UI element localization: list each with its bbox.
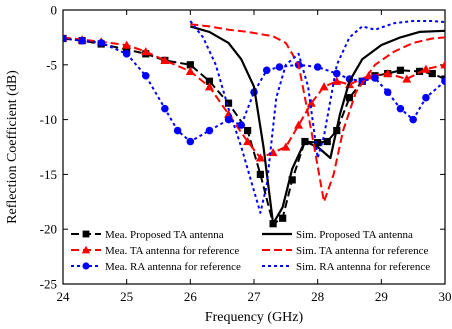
- data-point: [428, 69, 436, 78]
- data-point: [141, 47, 151, 56]
- data-point: [186, 137, 195, 146]
- data-point: [358, 77, 367, 86]
- legend-marker: [82, 262, 90, 270]
- legend-label: Sim. TA antenna for reference: [296, 245, 429, 257]
- data-point: [288, 176, 296, 184]
- data-point: [186, 61, 194, 69]
- data-point: [332, 76, 342, 85]
- legend-label: Mea. RA antenna for reference: [105, 261, 241, 273]
- data-point: [314, 139, 322, 147]
- series-5: [190, 23, 445, 203]
- data-point: [237, 121, 246, 129]
- y-tick-label: -10: [40, 112, 57, 127]
- series-line: [189, 25, 445, 225]
- data-point: [332, 69, 341, 78]
- data-point: [396, 104, 405, 113]
- y-tick-label: -20: [40, 222, 57, 237]
- legend-label: Sim. Proposed TA antenna: [296, 229, 413, 241]
- data-point: [402, 74, 412, 83]
- data-point: [396, 66, 405, 74]
- x-tick-label: 28: [311, 289, 324, 304]
- x-tick-label: 27: [248, 289, 262, 304]
- data-point: [224, 99, 233, 107]
- legend-marker: [81, 245, 91, 254]
- data-point: [97, 39, 105, 47]
- legend-marker: [82, 230, 90, 238]
- legend-item: Mea. Proposed TA antenna: [71, 229, 224, 241]
- y-tick-label: -5: [46, 57, 57, 72]
- data-point: [204, 82, 214, 91]
- data-point: [262, 66, 271, 75]
- data-point: [306, 98, 316, 107]
- data-point: [122, 40, 132, 49]
- legend-item: Mea. TA antenna for reference: [71, 245, 239, 257]
- series-group: [63, 20, 445, 228]
- data-point: [323, 137, 331, 146]
- data-point: [160, 55, 170, 65]
- series-4: [189, 25, 445, 225]
- legend-item: Sim. Proposed TA antenna: [262, 229, 413, 241]
- data-point: [440, 60, 445, 69]
- data-point: [63, 34, 67, 43]
- x-tick-label: 26: [184, 289, 198, 304]
- data-point: [122, 50, 131, 58]
- legend-label: Mea. Proposed TA antenna: [105, 229, 224, 241]
- x-tick-label: 30: [439, 289, 452, 304]
- data-point: [319, 82, 329, 91]
- data-point: [294, 120, 304, 129]
- y-tick-label: -15: [40, 167, 57, 182]
- data-point: [244, 126, 252, 135]
- data-point: [185, 66, 195, 75]
- data-point: [256, 170, 264, 178]
- data-point: [243, 137, 253, 146]
- data-point: [255, 153, 265, 162]
- data-point: [313, 63, 322, 71]
- data-point: [383, 88, 392, 96]
- series-line: [190, 23, 445, 203]
- plot-frame: [62, 9, 446, 285]
- y-tick-label: -25: [40, 277, 57, 292]
- data-point: [205, 77, 214, 85]
- data-point: [224, 115, 233, 124]
- data-point: [173, 126, 182, 135]
- legend-item: Sim. RA antenna for reference: [262, 261, 430, 273]
- x-tick-label: 25: [120, 289, 133, 304]
- data-point: [78, 36, 86, 45]
- x-axis-label: Frequency (GHz): [205, 310, 304, 325]
- data-point: [161, 104, 169, 113]
- data-point: [409, 115, 417, 124]
- data-point: [275, 63, 284, 71]
- data-point: [345, 94, 354, 102]
- data-point: [205, 126, 214, 135]
- y-axis-label: Reflection Coefficient (dB): [5, 70, 20, 224]
- data-point: [441, 77, 445, 86]
- legend-item: Sim. TA antenna for reference: [262, 245, 429, 257]
- series-6: [189, 20, 445, 214]
- data-point: [371, 74, 379, 82]
- legend-label: Sim. RA antenna for reference: [296, 261, 430, 273]
- series-3: [63, 34, 445, 146]
- legend: Mea. Proposed TA antenna Mea. TA antenna …: [71, 229, 430, 273]
- y-tick-label: 0: [51, 3, 58, 18]
- legend-label: Mea. TA antenna for reference: [105, 245, 239, 257]
- x-tick-label: 24: [57, 289, 71, 304]
- data-point: [422, 93, 430, 102]
- legend-item: Mea. RA antenna for reference: [71, 261, 241, 273]
- x-tick-label: 29: [375, 289, 388, 304]
- data-point: [123, 45, 131, 54]
- series-line: [63, 37, 445, 225]
- data-point: [141, 71, 150, 80]
- data-point: [383, 69, 393, 78]
- series-2: [63, 32, 445, 162]
- data-point: [421, 64, 431, 73]
- series-1: [63, 34, 445, 228]
- series-line: [189, 20, 445, 214]
- axis-ticks: 24 25 26 27 28 29 30 0 -5 -10 -15 -20 -25: [40, 3, 452, 305]
- data-point: [281, 142, 291, 151]
- data-point: [279, 214, 287, 222]
